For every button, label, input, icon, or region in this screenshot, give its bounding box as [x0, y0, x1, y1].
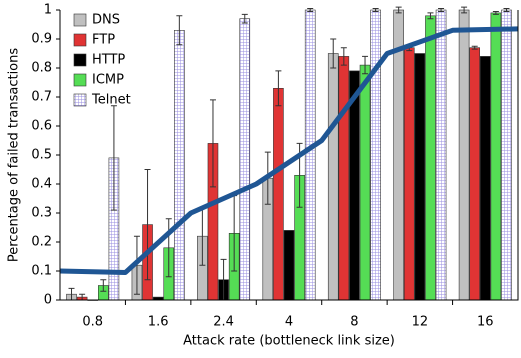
x-tick-label: 8: [350, 315, 358, 330]
bar: [435, 9, 447, 301]
bar: [304, 9, 316, 301]
error-bar: [330, 38, 337, 69]
error-bar: [165, 218, 172, 278]
legend-swatch: [73, 93, 87, 107]
bar: [403, 47, 415, 301]
error-bar: [427, 12, 434, 20]
legend-swatch: [73, 73, 87, 87]
error-bar: [461, 6, 468, 14]
bar: [283, 230, 295, 301]
error-bar: [372, 8, 379, 12]
bar: [458, 9, 470, 301]
x-tick-label: 0.8: [82, 315, 103, 330]
y-tick-label: 0.8: [31, 61, 52, 76]
y-tick-label: 0.4: [31, 177, 52, 192]
error-bar: [307, 8, 314, 12]
axes: [59, 10, 519, 301]
error-bar: [209, 99, 216, 188]
bar: [479, 56, 491, 301]
legend-label: HTTP: [92, 53, 125, 68]
bar: [338, 56, 350, 301]
legend-label: ICMP: [92, 73, 124, 88]
bar: [393, 9, 404, 301]
y-axis-label: Percentage of failed transactions: [7, 48, 22, 263]
y-tick-label: 0.9: [31, 32, 52, 47]
error-bar: [471, 45, 478, 50]
y-tick-label: 0: [44, 293, 52, 308]
legend-swatch: [73, 13, 87, 27]
bar: [273, 88, 284, 301]
error-bar: [241, 13, 248, 24]
legend-label: Telnet: [91, 93, 131, 108]
bar: [501, 9, 512, 301]
bar: [174, 29, 185, 301]
x-tick-label: 1.6: [148, 315, 169, 330]
y-tick-label: 0.5: [31, 148, 52, 163]
bar: [370, 9, 381, 301]
x-tick-label: 4: [285, 315, 293, 330]
y-tick-label: 0.7: [31, 90, 52, 105]
legend-swatch: [73, 33, 87, 47]
x-axis-label: Attack rate (bottleneck link size): [183, 334, 395, 349]
x-tick-label: 2.4: [213, 315, 234, 330]
error-bar: [110, 105, 117, 211]
error-bar: [176, 15, 183, 46]
error-bar: [395, 6, 402, 14]
error-bar: [275, 70, 282, 107]
bar: [414, 53, 426, 301]
line: [59, 26, 519, 275]
bar: [469, 47, 480, 301]
error-bar: [340, 47, 347, 66]
legend-swatch: [73, 53, 87, 67]
legend-label: FTP: [92, 33, 115, 48]
y-tick-label: 0.2: [31, 235, 52, 250]
bar: [359, 64, 371, 301]
error-bar: [144, 169, 151, 281]
error-bar: [362, 55, 369, 75]
bar: [490, 12, 502, 301]
bar: [239, 18, 251, 301]
bar: [425, 15, 436, 301]
error-bar: [100, 279, 107, 292]
y-tick-label: 1: [44, 3, 52, 18]
x-tick-label: 16: [477, 315, 494, 330]
y-tick-label: 0.3: [31, 206, 52, 221]
x-tick-label: 12: [412, 315, 429, 330]
legend-label: DNS: [92, 13, 120, 28]
error-bar: [503, 8, 510, 12]
y-tick-label: 0.1: [31, 264, 52, 279]
error-bar: [492, 10, 499, 15]
error-bar: [438, 8, 445, 12]
bar: [327, 53, 339, 301]
y-tick-label: 0.6: [31, 119, 52, 134]
